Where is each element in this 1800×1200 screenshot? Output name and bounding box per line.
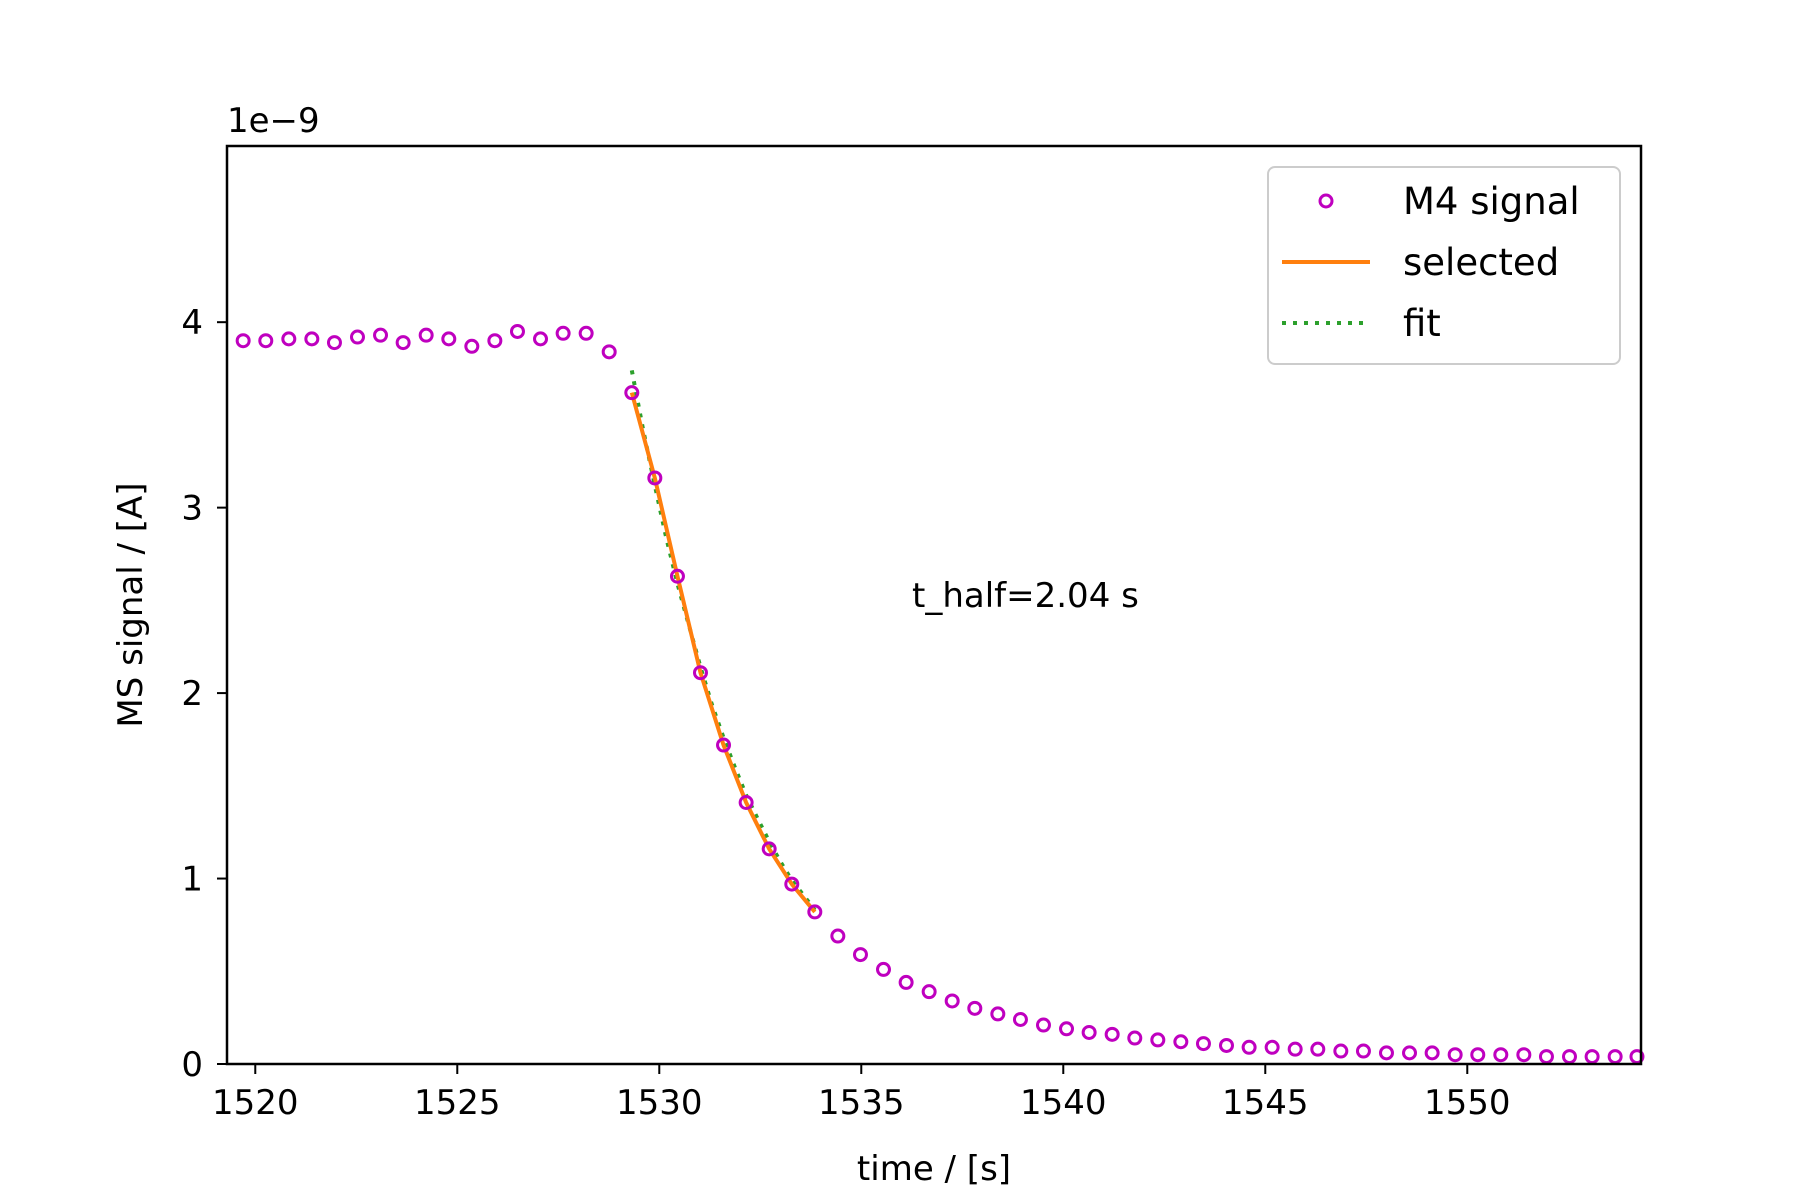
m4-signal-point: [1173, 1034, 1189, 1050]
x-tick-label: 1550: [1424, 1083, 1511, 1123]
m4-signal-point: [1584, 1049, 1600, 1065]
y-tick-label: 0: [181, 1045, 203, 1085]
m4-signal-point: [395, 335, 411, 351]
m4-signal-point: [990, 1006, 1006, 1022]
m4-signal-point: [1310, 1041, 1326, 1057]
x-axis-ticks: 1520 1525 1530 1535 1540 1545 1550: [212, 1064, 1511, 1123]
m4-signal-point: [1081, 1024, 1097, 1040]
m4-signal-point: [441, 331, 457, 347]
m4-signal-point: [807, 904, 823, 920]
axes-frame: [225, 144, 1643, 1066]
m4-signal-point: [1378, 1045, 1394, 1061]
m4-signal-point: [464, 338, 480, 354]
m4-signal-point: [418, 327, 434, 343]
t-half-annotation: t_half=2.04 s: [912, 576, 1139, 616]
legend: M4 signal selected fit: [1267, 166, 1621, 365]
m4-signal-point: [898, 974, 914, 990]
m4-signal-point: [1355, 1043, 1371, 1059]
m4-signal-point: [647, 470, 663, 486]
m4-signal-point: [716, 737, 732, 753]
m4-signal-point: [1333, 1043, 1349, 1059]
m4-signal-point: [1493, 1047, 1509, 1063]
x-axis-label: time / [s]: [857, 1149, 1011, 1189]
m4-signal-series: [235, 323, 1645, 1065]
m4-signal-point: [1241, 1039, 1257, 1055]
y-tick-label: 3: [181, 489, 203, 529]
m4-signal-point: [1287, 1041, 1303, 1057]
plot-area: [235, 323, 1645, 1065]
m4-signal-point: [1470, 1047, 1486, 1063]
m4-signal-point: [1150, 1032, 1166, 1048]
m4-signal-point: [555, 325, 571, 341]
m4-signal-point: [1218, 1037, 1234, 1053]
selected-line: [629, 392, 817, 914]
x-tick-label: 1520: [212, 1083, 299, 1123]
legend-label-m4-signal: M4 signal: [1403, 180, 1580, 223]
m4-signal-point: [967, 1000, 983, 1016]
m4-signal-point: [784, 876, 800, 892]
m4-signal-point: [1561, 1049, 1577, 1065]
x-tick-label: 1545: [1222, 1083, 1309, 1123]
m4-signal-point: [281, 331, 297, 347]
m4-signal-point: [692, 665, 708, 681]
m4-signal-point: [876, 961, 891, 977]
y-axis-label: MS signal / [A]: [111, 482, 151, 727]
m4-signal-point: [944, 993, 960, 1009]
m4-signal-point: [1424, 1045, 1440, 1061]
m4-signal-point: [487, 333, 503, 349]
m4-signal-point: [601, 344, 617, 360]
m4-signal-point: [1012, 1011, 1028, 1027]
m4-signal-point: [533, 331, 549, 347]
m4-signal-point: [1402, 1045, 1418, 1061]
m4-signal-point: [1127, 1030, 1143, 1046]
m4-signal-point: [1607, 1049, 1623, 1065]
x-tick-label: 1525: [414, 1083, 501, 1123]
legend-label-fit: fit: [1403, 302, 1441, 345]
m4-signal-point: [1104, 1026, 1120, 1042]
m4-signal-point: [1516, 1047, 1532, 1063]
m4-signal-point: [326, 335, 342, 351]
m4-signal-point: [304, 331, 320, 347]
m4-signal-point: [1035, 1017, 1051, 1033]
selected-series: [629, 392, 817, 914]
legend-marker-m4-signal: [1318, 193, 1334, 209]
m4-signal-point: [761, 841, 777, 857]
m4-signal-point: [830, 928, 846, 944]
m4-signal-point: [1264, 1039, 1280, 1055]
m4-signal-point: [1629, 1049, 1645, 1065]
y-tick-label: 4: [181, 303, 203, 343]
y-offset-label: 1e−9: [227, 101, 320, 141]
m4-signal-point: [373, 327, 389, 343]
m4-signal-point: [738, 795, 754, 811]
m4-signal-point: [1195, 1036, 1211, 1052]
y-axis-ticks: 0 1 2 3 4: [181, 303, 227, 1085]
m4-signal-point: [349, 329, 365, 345]
m4-signal-point: [624, 385, 640, 401]
x-tick-label: 1535: [818, 1083, 905, 1123]
m4-signal-point: [852, 947, 868, 963]
m4-signal-point: [578, 325, 594, 341]
x-tick-label: 1540: [1020, 1083, 1107, 1123]
y-tick-label: 1: [181, 860, 203, 900]
legend-box: [1267, 166, 1621, 365]
legend-label-selected: selected: [1403, 241, 1559, 284]
m4-signal-point: [258, 333, 274, 349]
m4-signal-point: [669, 568, 685, 584]
y-tick-label: 2: [181, 674, 203, 714]
m4-signal-point: [1447, 1047, 1463, 1063]
m4-signal-point: [921, 984, 937, 1000]
x-tick-label: 1530: [616, 1083, 703, 1123]
m4-signal-point: [235, 333, 251, 349]
m4-signal-point: [509, 323, 525, 339]
m4-signal-point: [1059, 1021, 1075, 1037]
m4-signal-point: [1538, 1049, 1554, 1065]
